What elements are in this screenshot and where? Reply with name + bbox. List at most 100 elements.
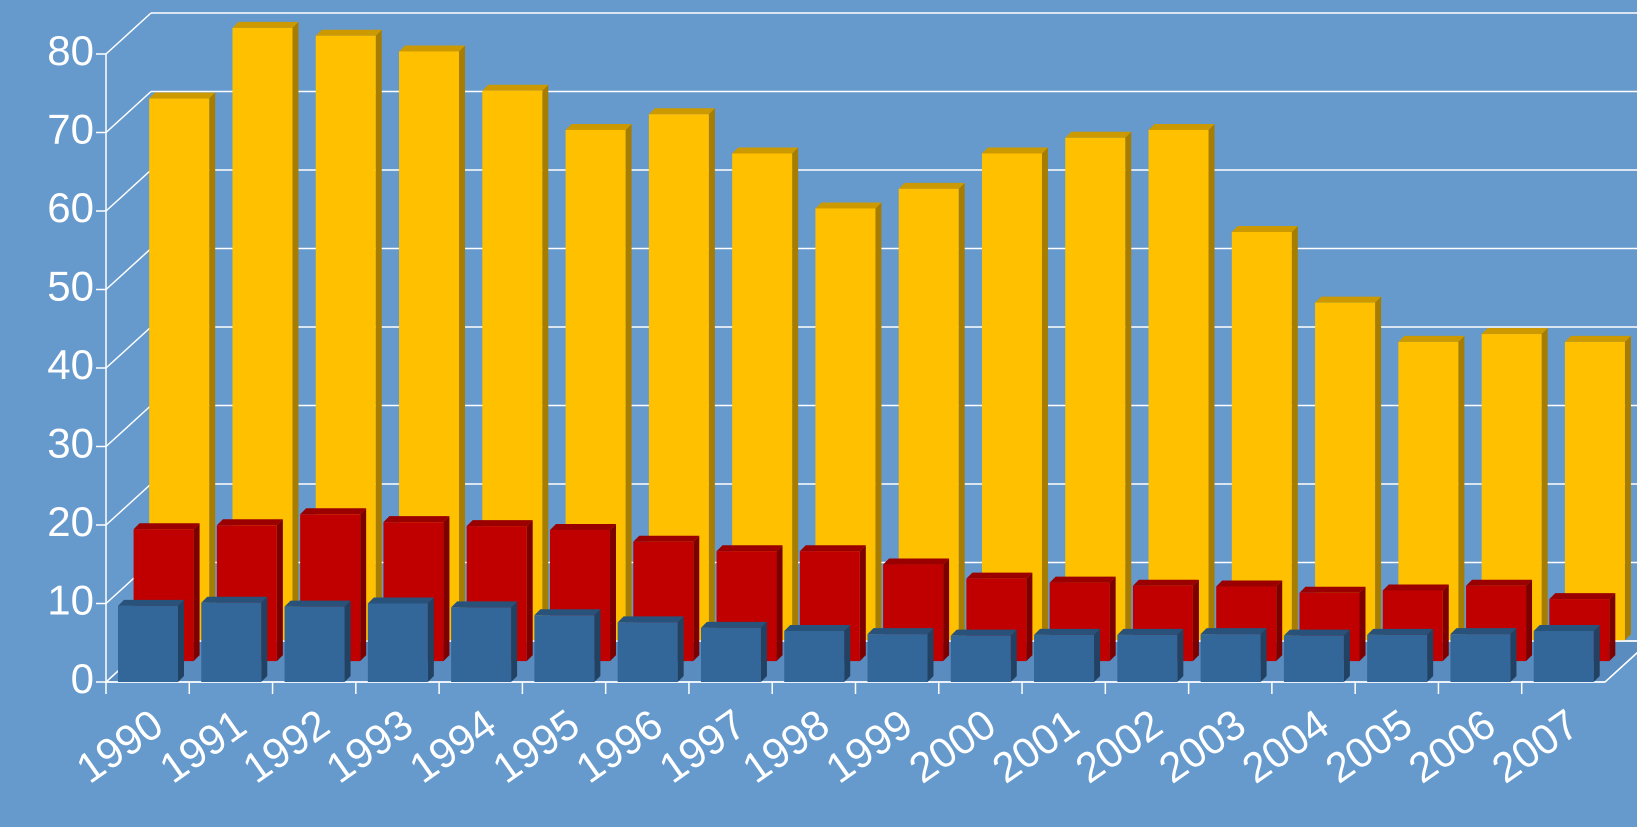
bar-top [1299, 586, 1366, 593]
bar-top [315, 29, 382, 36]
bar-side [1276, 580, 1283, 662]
bar [451, 607, 512, 682]
bar-side [193, 523, 200, 662]
bar-top [1049, 576, 1116, 583]
bar [1283, 635, 1344, 682]
grid-line [105, 404, 152, 448]
bar-side [261, 596, 268, 682]
bar-side [927, 628, 934, 682]
bar-side [1343, 629, 1350, 682]
bar-side [1510, 628, 1517, 682]
bar-side [1526, 579, 1533, 662]
bar-side [1208, 123, 1215, 641]
bar-side [1109, 576, 1116, 662]
bar [1231, 232, 1292, 641]
bar-side [1010, 629, 1017, 682]
bar-top [149, 92, 216, 99]
bar-side [958, 182, 965, 641]
bar-top [216, 519, 283, 526]
bar-top [300, 508, 367, 515]
bar-top [981, 147, 1048, 154]
bar-top [1367, 628, 1434, 635]
bar-top [1450, 628, 1517, 635]
bar-top [1564, 335, 1631, 342]
bar-top [648, 108, 715, 115]
bar-side [844, 624, 851, 682]
y-tick-label: 0 [71, 655, 94, 702]
bar-top [617, 616, 684, 623]
bar-top [1382, 584, 1449, 591]
y-tick-label: 10 [47, 577, 94, 624]
bar-side [708, 108, 715, 641]
bar-side [1375, 296, 1382, 641]
floor-edge [1604, 651, 1637, 683]
bar-top [1216, 580, 1283, 587]
bar-side [427, 597, 434, 682]
bar-top [1117, 628, 1184, 635]
bar-side [760, 621, 767, 682]
bar-side [459, 45, 466, 641]
bar [1034, 634, 1095, 682]
bar [118, 605, 178, 682]
bar-top [118, 599, 184, 606]
grid-line [105, 247, 152, 291]
bar [1533, 630, 1594, 682]
y-tick-label: 40 [47, 341, 94, 388]
grid-line [105, 12, 152, 55]
bar-side [344, 600, 351, 682]
bar-top [867, 628, 934, 635]
bar-side [178, 599, 184, 682]
bar-top [966, 572, 1033, 579]
bar-side [209, 92, 216, 641]
bar-top [1533, 624, 1600, 631]
bar-side [1458, 335, 1465, 641]
grid-line [105, 169, 152, 212]
bar-top [133, 523, 200, 530]
bar-top [232, 21, 299, 28]
bar-side [1094, 628, 1101, 682]
bar [201, 602, 262, 682]
bar-side [943, 558, 950, 662]
grid-line [105, 483, 152, 526]
bar-side [1359, 586, 1366, 662]
bar-top [950, 629, 1017, 636]
bar-top [1034, 628, 1101, 635]
bar-side [792, 147, 799, 641]
bar-side [1291, 226, 1298, 641]
bar-side [1192, 579, 1199, 662]
bar-top [482, 84, 549, 91]
bar-top [284, 600, 351, 607]
bar-side [375, 29, 382, 641]
bar-top [201, 596, 268, 603]
bar-top [700, 621, 767, 628]
y-tick-label: 50 [47, 263, 94, 310]
bar-side [292, 21, 299, 641]
bar-side [776, 545, 783, 662]
grid-line [105, 326, 152, 369]
y-tick-label: 70 [47, 106, 94, 153]
bar [700, 627, 761, 682]
bar-side [1427, 628, 1434, 682]
bar-top [732, 147, 799, 154]
bar-side [859, 545, 866, 662]
bar-top [399, 45, 466, 52]
bar [617, 622, 678, 682]
bar-top [383, 516, 450, 523]
bar-top [549, 524, 616, 531]
bar [1065, 137, 1126, 641]
bar-top [716, 545, 783, 552]
bar-side [1624, 335, 1631, 641]
bar [1367, 634, 1428, 682]
bar [867, 634, 928, 682]
bar-side [1260, 628, 1267, 682]
bar-side [1593, 624, 1600, 682]
bar-side [1177, 628, 1184, 682]
bar-top [1315, 296, 1382, 303]
bar-top [1231, 226, 1298, 232]
bar-top [466, 520, 533, 527]
y-tick-label: 60 [47, 184, 94, 231]
y-tick-label: 80 [47, 27, 94, 74]
bar-side [693, 535, 700, 662]
y-tick-label: 20 [47, 498, 94, 545]
bar-top [451, 601, 518, 608]
